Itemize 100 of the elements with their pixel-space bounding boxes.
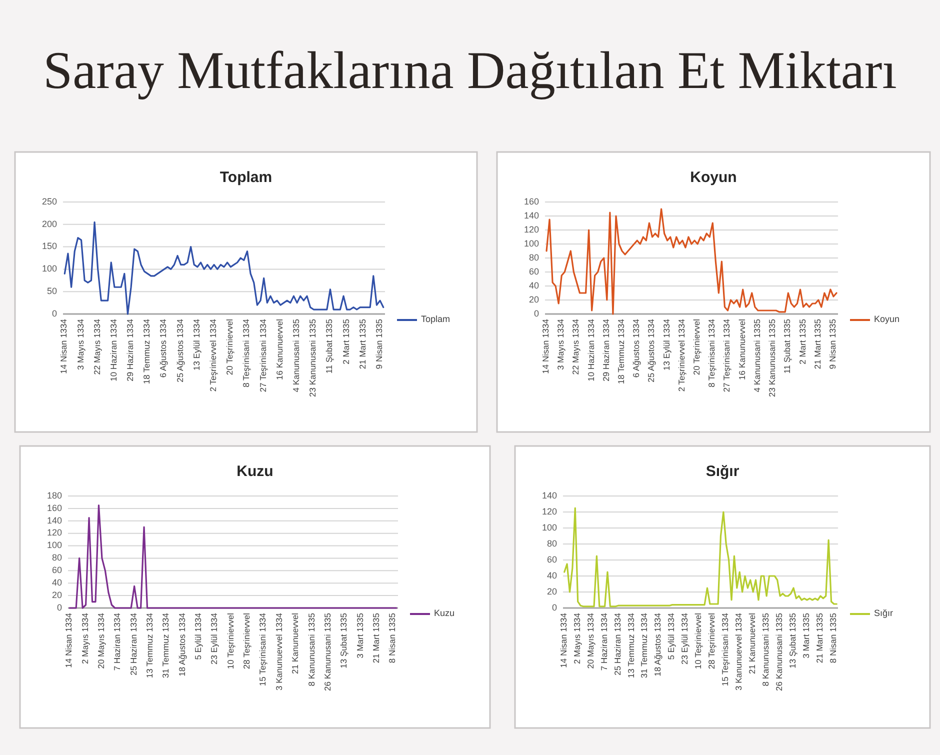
x-tick-label: 15 Teşrinisani 1334: [720, 612, 730, 686]
x-tick-label: 13 Şubat 1335: [338, 612, 349, 668]
x-tick-label: 6 Ağustos 1334: [631, 318, 642, 378]
x-tick-label: 7 Haziran 1334: [112, 612, 122, 671]
x-tick-label: 2 Mart 1335: [798, 318, 808, 364]
x-tick-label: 4 Kanunusani 1335: [752, 318, 762, 392]
x-tick-label: 31 Temmuz 1334: [160, 612, 171, 678]
y-tick-label: 160: [46, 502, 62, 513]
y-tick-label: 40: [546, 570, 557, 580]
x-tick-label: 22 Mayıs 1334: [92, 318, 102, 375]
x-tick-label: 2 Teşrinievvel 1334: [208, 318, 218, 392]
x-tick-label: 8 Teşrinisani 1334: [706, 318, 717, 388]
x-tick-label: 21 Mart 1335: [814, 612, 825, 664]
chart-title: Kuzu: [236, 463, 274, 480]
x-tick-label: 21 Kanunuevvel: [290, 612, 300, 674]
x-tick-label: 3 Mart 1335: [355, 612, 366, 658]
x-tick-label: 20 Teşrinievvel: [224, 318, 235, 376]
line-series: [546, 208, 838, 315]
x-tick-label: 14 Nisan 1334: [64, 612, 74, 668]
y-tick-label: 120: [46, 528, 62, 538]
x-tick-label: 5 Eylül 1334: [193, 612, 204, 660]
chart-title: Sığır: [706, 463, 740, 480]
y-tick-label: 100: [46, 540, 62, 550]
x-tick-label: 13 Eylül 1334: [192, 318, 202, 371]
legend-label: Koyun: [874, 314, 900, 324]
x-tick-label: 27 Teşrinisani 1334: [722, 318, 732, 392]
x-tick-label: 25 Ağustos 1334: [175, 318, 186, 382]
x-tick-label: 13 Temmuz 1334: [626, 612, 636, 678]
x-tick-label: 20 Mayıs 1334: [586, 612, 596, 669]
x-tick-label: 20 Teşrinievvel: [692, 318, 702, 376]
x-tick-label: 27 Teşrinisani 1334: [258, 318, 268, 392]
text: Saray Mutfaklarına Dağıtılan Et Miktarı: [43, 42, 897, 100]
x-tick-label: 23 Kanunusani 1335: [767, 318, 778, 397]
x-tick-label: 8 Kanunusani 1335: [306, 612, 317, 686]
x-tick-label: 28 Teşrinievvel: [706, 612, 717, 670]
x-tick-label: 13 Şubat 1335: [788, 612, 798, 668]
x-tick-label: 3 Mayıs 1334: [556, 318, 566, 370]
y-tick-label: 40: [52, 577, 62, 588]
line-series: [68, 504, 398, 609]
x-tick-label: 20 Mayıs 1334: [96, 612, 106, 669]
x-tick-label: 16 Kanunuevvel: [737, 318, 748, 380]
x-tick-label: 2 Mayıs 1334: [572, 612, 582, 664]
y-tick-label: 50: [46, 286, 57, 296]
x-tick-label: 5 Eylül 1334: [666, 612, 676, 660]
y-tick-label: 80: [528, 252, 539, 262]
legend-label: Toplam: [421, 314, 450, 324]
x-tick-label: 6 Ağustos 1334: [158, 318, 168, 378]
x-tick-label: 25 Haziran 1334: [612, 612, 623, 676]
x-tick-label: 9 Nisan 1335: [828, 318, 838, 370]
y-tick-label: 60: [52, 565, 62, 576]
x-tick-label: 25 Haziran 1334: [128, 612, 139, 676]
x-tick-label: 10 Teşrinievvel: [693, 612, 704, 670]
line-series: [64, 221, 384, 315]
y-tick-label: 180: [46, 490, 62, 500]
x-tick-label: 2 Mart 1335: [341, 318, 352, 364]
x-tick-label: 10 Haziran 1334: [108, 318, 119, 382]
x-tick-label: 23 Eylül 1334: [209, 612, 220, 665]
x-tick-label: 3 Mart 1335: [801, 612, 812, 658]
line-series: [564, 507, 838, 608]
x-tick-label: 13 Temmuz 1334: [144, 612, 155, 678]
x-tick-label: 11 Şubat 1335: [782, 318, 792, 374]
y-tick-label: 0: [52, 308, 57, 318]
y-tick-label: 80: [52, 552, 62, 563]
x-tick-label: 23 Kanunusani 1335: [308, 318, 318, 397]
y-tick-label: 140: [524, 210, 539, 220]
x-tick-label: 26 Kanunusani 1335: [322, 612, 333, 691]
x-tick-label: 10 Haziran 1334: [586, 318, 596, 382]
x-tick-label: 2 Teşrinievvel 1334: [676, 318, 687, 392]
y-tick-label: 20: [528, 294, 539, 304]
y-tick-label: 60: [528, 266, 539, 276]
x-tick-label: 8 Nisan 1335: [828, 612, 838, 664]
y-tick-label: 100: [542, 522, 557, 532]
chart-title: Toplam: [220, 169, 272, 186]
y-tick-label: 100: [524, 238, 539, 248]
y-tick-label: 140: [46, 515, 62, 526]
x-tick-label: 21 Mart 1335: [812, 318, 823, 370]
legend-label: Kuzu: [434, 608, 455, 618]
x-tick-label: 9 Nisan 1335: [374, 318, 384, 370]
y-tick-label: 0: [56, 602, 62, 612]
legend-label: Sığır: [874, 608, 894, 618]
y-tick-label: 120: [542, 506, 557, 516]
y-tick-label: 20: [52, 590, 62, 600]
y-tick-label: 150: [42, 241, 57, 252]
x-tick-label: 10 Teşrinievvel: [226, 612, 236, 670]
x-tick-label: 23 Eylül 1334: [680, 612, 690, 665]
x-tick-label: 14 Nisan 1334: [58, 318, 69, 374]
x-tick-label: 3 Kanunuevvel 1334: [734, 612, 744, 691]
x-tick-label: 22 Mayıs 1334: [570, 318, 581, 375]
y-tick-label: 80: [546, 538, 557, 548]
y-tick-label: 250: [42, 196, 57, 206]
x-tick-label: 8 Kanunusani 1335: [760, 612, 771, 686]
x-tick-label: 29 Haziran 1334: [125, 318, 136, 382]
x-tick-label: 31 Temmuz 1334: [639, 612, 650, 678]
y-tick-label: 100: [42, 264, 57, 274]
y-tick-label: 140: [542, 490, 557, 500]
x-tick-label: 18 Temmuz 1334: [142, 318, 152, 384]
x-tick-label: 15 Teşrinisani 1334: [258, 612, 268, 686]
y-tick-label: 0: [552, 602, 557, 612]
y-tick-label: 200: [42, 218, 57, 229]
x-tick-label: 7 Haziran 1334: [599, 612, 610, 671]
